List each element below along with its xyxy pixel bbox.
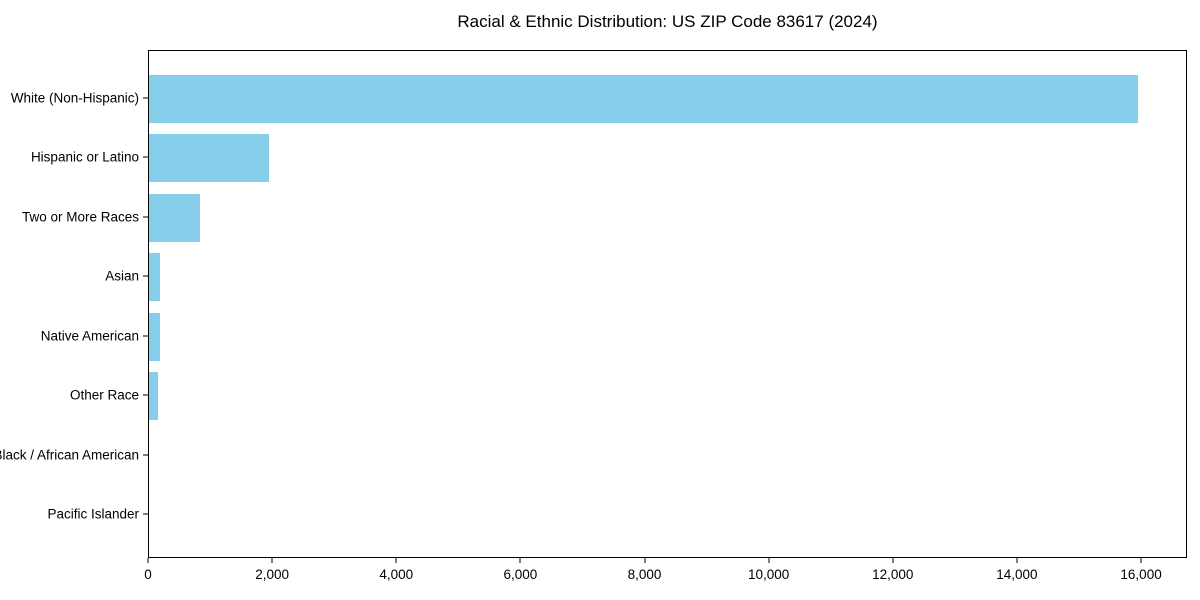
y-tick-mark bbox=[143, 335, 148, 337]
y-tick-label-black-african-american: Black / African American bbox=[0, 447, 139, 463]
y-tick-label-pacific-islander: Pacific Islander bbox=[47, 506, 139, 522]
x-tick-label: 2,000 bbox=[255, 567, 290, 582]
x-tick-mark bbox=[768, 558, 770, 563]
y-tick-mark bbox=[143, 156, 148, 158]
x-tick-label: 16,000 bbox=[1120, 567, 1162, 582]
x-tick-label: 0 bbox=[144, 567, 152, 582]
x-tick-label: 12,000 bbox=[872, 567, 914, 582]
x-tick-mark bbox=[1140, 558, 1142, 563]
x-tick-mark bbox=[519, 558, 521, 563]
bar-hispanic-or-latino bbox=[149, 134, 269, 183]
y-tick-label-other-race: Other Race bbox=[69, 387, 139, 403]
bar-asian bbox=[149, 253, 160, 302]
x-tick-mark bbox=[271, 558, 273, 563]
y-tick-mark bbox=[143, 513, 148, 515]
bar-two-or-more-races bbox=[149, 193, 200, 242]
x-tick-label: 10,000 bbox=[748, 567, 790, 582]
x-tick-label: 6,000 bbox=[503, 567, 538, 582]
x-tick-mark bbox=[147, 558, 149, 563]
x-axis: 0 2,000 4,000 6,000 8,000 10,000 12,000 14,000 1… bbox=[144, 558, 1187, 592]
x-tick-label: 14,000 bbox=[996, 567, 1038, 582]
y-tick-label-hispanic-or-latino: Hispanic or Latino bbox=[30, 149, 139, 165]
bar-white-non-hispanic bbox=[149, 74, 1138, 123]
x-tick-mark bbox=[644, 558, 646, 563]
bar-other-race bbox=[149, 372, 158, 421]
y-tick-label-asian: Asian bbox=[105, 268, 139, 284]
y-tick-label-white-non-hispanic: White (Non-Hispanic) bbox=[10, 90, 139, 105]
y-tick-mark bbox=[143, 97, 148, 98]
bar-native-american bbox=[149, 312, 161, 361]
plot-area bbox=[148, 50, 1187, 558]
y-tick-label-two-or-more-races: Two or More Races bbox=[21, 209, 139, 225]
y-tick-mark bbox=[143, 394, 148, 396]
x-tick-label: 4,000 bbox=[379, 567, 414, 582]
x-tick-mark bbox=[1016, 558, 1018, 563]
x-tick-mark bbox=[395, 558, 397, 563]
y-axis: White (Non-Hispanic) Hispanic or Latino Tw… bbox=[0, 50, 148, 558]
x-tick-label: 8,000 bbox=[627, 567, 662, 582]
chart-title: Racial & Ethnic Distribution: US ZIP Cod… bbox=[457, 12, 878, 31]
y-tick-mark bbox=[143, 275, 148, 277]
y-tick-mark bbox=[143, 216, 148, 218]
x-tick-mark bbox=[892, 558, 894, 563]
y-tick-label-native-american: Native American bbox=[40, 328, 139, 344]
y-tick-mark bbox=[143, 454, 148, 456]
